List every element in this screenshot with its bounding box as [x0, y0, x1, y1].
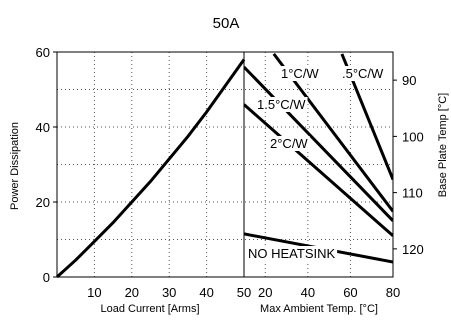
left-x-tick-label: 50	[237, 285, 251, 300]
curves	[55, 52, 393, 279]
y2-tick-label: 120	[402, 242, 424, 257]
right-x-tick-label: 40	[301, 285, 315, 300]
right-x-tick-label: 80	[386, 285, 400, 300]
label-2cw: 2°C/W	[270, 136, 308, 151]
curve-labels: 1°C/W .5°C/W 1.5°C/W 2°C/W NO HEATSINK	[246, 66, 386, 261]
left-x-tick-label: 40	[199, 285, 213, 300]
label-1cw: 1°C/W	[281, 66, 319, 81]
y-tick-label: 40	[36, 120, 50, 135]
chart-title: 50A	[213, 15, 240, 32]
plot-border	[56, 51, 394, 278]
plot-frame	[56, 51, 394, 278]
label-15cw: 1.5°C/W	[257, 97, 306, 112]
label-2cw-bg	[268, 136, 310, 151]
y-tick-label: 20	[36, 195, 50, 210]
left-x-tick-label: 30	[162, 285, 176, 300]
left-x-tick-label: 10	[87, 285, 101, 300]
label-no-heatsink: NO HEATSINK	[248, 246, 335, 261]
power-dissipation-curve	[55, 58, 246, 279]
label-1cw-bg	[279, 66, 321, 81]
grid-lines	[57, 52, 393, 277]
right-y-axis-label: Base Plate Temp [°C]	[437, 93, 449, 197]
label-05cw-bg	[340, 66, 386, 81]
derating-line	[244, 65, 393, 222]
y2-tick-label: 110	[402, 186, 423, 201]
label-15cw-bg	[255, 97, 308, 112]
right-x-tick-label: 60	[343, 285, 357, 300]
label-no-heatsink-bg	[246, 246, 338, 261]
tick-labels: 0 20 40 60 10 20 30 40 50 20 40 60 80 90 100 110 120	[36, 45, 424, 300]
y-tick-label: 0	[43, 270, 50, 285]
y2-tick-label: 90	[402, 73, 416, 88]
right-x-tick-label: 20	[258, 285, 272, 300]
right-x-axis-label: Max Ambient Temp. [°C]	[260, 303, 378, 315]
y2-tick-label: 100	[402, 129, 424, 144]
derating-line	[244, 103, 393, 237]
left-x-tick-label: 20	[125, 285, 139, 300]
label-05cw: .5°C/W	[342, 66, 384, 81]
left-x-axis-label: Load Current [Arms]	[100, 303, 199, 315]
left-y-axis-label: Power Dissipation	[9, 122, 21, 210]
y-tick-label: 60	[36, 45, 50, 60]
